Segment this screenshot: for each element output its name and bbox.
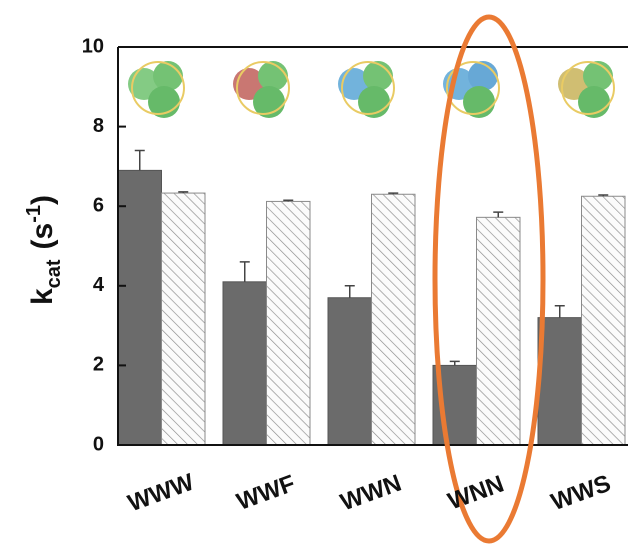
y-tick-label: 0 [93, 433, 104, 455]
error-bar [178, 191, 189, 194]
error-bar [388, 192, 399, 195]
y-tick-label: 8 [93, 115, 104, 137]
bar [266, 200, 311, 446]
molecule-icons [128, 61, 615, 118]
bar [117, 169, 162, 446]
error-bar [344, 285, 355, 298]
error-bar [134, 149, 145, 171]
bar [537, 317, 582, 446]
y-axis-label: kcat(s-1) [23, 195, 65, 305]
highlight-ellipse [432, 14, 546, 544]
y-tick-label: 6 [93, 194, 104, 216]
x-tick-label: WWF [233, 470, 299, 516]
error-bar [449, 360, 460, 366]
error-bar [493, 211, 504, 218]
bar [476, 216, 521, 446]
y-tick-label: 4 [93, 274, 105, 296]
bar [161, 192, 206, 446]
error-bar [554, 304, 565, 318]
y-tick-label: 10 [82, 35, 104, 57]
bar [371, 193, 416, 446]
x-tick-label: WWW [124, 469, 197, 518]
bar [327, 297, 372, 446]
y-tick-label: 2 [93, 354, 104, 376]
plot-area [117, 149, 626, 446]
error-bar [598, 194, 609, 197]
x-tick-label: WWN [337, 470, 405, 517]
x-tick-label: WWS [548, 470, 615, 516]
bar [581, 195, 626, 446]
bar [222, 281, 267, 446]
error-bar [239, 261, 250, 282]
error-bar [283, 199, 294, 202]
